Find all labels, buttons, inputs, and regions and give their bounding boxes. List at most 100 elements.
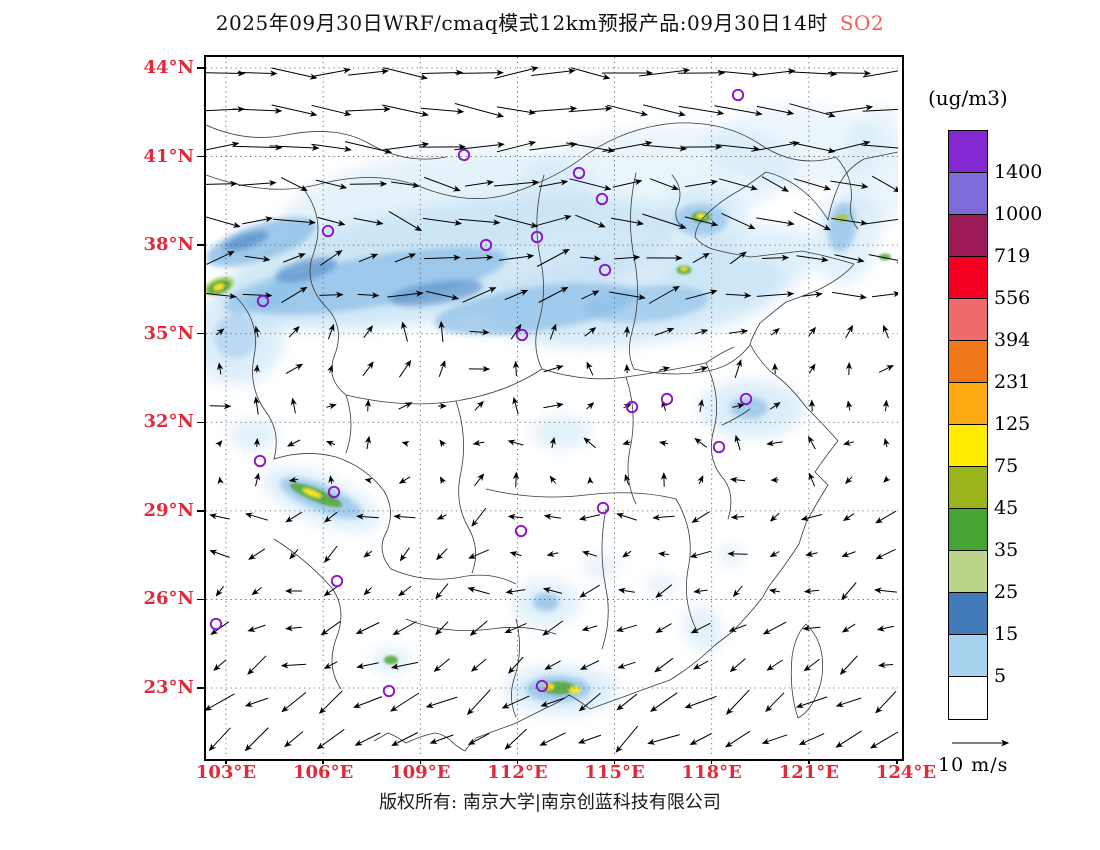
lon-label-118°E: 118°E (681, 762, 742, 783)
lat-label-35°N: 35°N (143, 322, 194, 344)
lat-tick (197, 155, 205, 158)
colorbar (948, 130, 988, 720)
colorbar-cell-9 (949, 509, 987, 551)
colorbar-level-1400: 1400 (994, 161, 1043, 183)
province-border-path-1 (790, 623, 824, 719)
wind-scale-label: 10 m/s (938, 754, 1009, 776)
city-marker-10 (660, 392, 674, 406)
colorbar-cell-12 (949, 635, 987, 677)
colorbar-level-35: 35 (994, 539, 1019, 561)
colorbar-cell-4 (949, 299, 987, 341)
province-border-path-13 (455, 400, 477, 574)
province-border-path-6 (671, 174, 683, 228)
province-border-path-11 (633, 344, 751, 375)
colorbar-level-25: 25 (994, 581, 1019, 603)
colorbar-level-75: 75 (994, 455, 1019, 477)
province-border-path-17 (390, 568, 517, 585)
lat-label-26°N: 26°N (143, 588, 194, 610)
city-marker-14 (253, 454, 267, 468)
lat-tick (197, 598, 205, 601)
city-marker-19 (209, 617, 223, 631)
title-text: 2025年09月30日WRF/cmaq模式12km预报产品:09月30日14时 (215, 11, 828, 35)
city-marker-0 (731, 88, 745, 102)
colorbar-level-125: 125 (994, 413, 1031, 435)
colorbar-cell-0 (949, 131, 987, 173)
province-border-path-14 (485, 488, 677, 500)
lon-label-121°E: 121°E (778, 762, 839, 783)
legend-units: (ug/m3) (928, 86, 1008, 110)
colorbar-cell-11 (949, 593, 987, 635)
colorbar-level-15: 15 (994, 623, 1019, 645)
wind-arrows-layer (206, 66, 898, 753)
colorbar-cell-13 (949, 677, 987, 719)
colorbar-cell-6 (949, 383, 987, 425)
colorbar-cell-10 (949, 551, 987, 593)
colorbar-cell-8 (949, 467, 987, 509)
colorbar-level-719: 719 (994, 245, 1031, 267)
province-border-path-20 (511, 618, 520, 718)
lat-tick (197, 333, 205, 335)
province-border-path-18 (405, 618, 557, 635)
city-marker-5 (530, 230, 544, 244)
wind-scale-arrow (952, 739, 1010, 747)
city-markers-layer (209, 88, 753, 698)
city-marker-13 (712, 440, 726, 454)
city-marker-20 (382, 684, 396, 698)
lon-label-109°E: 109°E (390, 762, 451, 783)
province-border-path-22 (721, 408, 751, 426)
lat-tick (197, 687, 205, 689)
province-border-path-16 (675, 498, 699, 634)
colorbar-cell-1 (949, 173, 987, 215)
colorbar-cell-5 (949, 341, 987, 383)
lat-tick (197, 244, 205, 246)
colorbar-level-45: 45 (994, 497, 1019, 519)
lat-label-38°N: 38°N (143, 234, 194, 256)
lat-tick (197, 421, 205, 423)
city-marker-4 (321, 224, 335, 238)
map-canvas (206, 57, 898, 755)
city-marker-11 (739, 392, 753, 406)
colorbar-level-394: 394 (994, 329, 1031, 351)
province-border-path-10 (541, 362, 707, 380)
province-border-path-21 (705, 362, 732, 520)
lat-tick (197, 67, 205, 69)
city-marker-12 (625, 400, 639, 414)
colorbar-cell-3 (949, 257, 987, 299)
province-border-path-9 (345, 368, 543, 405)
title-species: SO2 (839, 11, 885, 35)
page-title: 2025年09月30日WRF/cmaq模式12km预报产品:09月30日14时 S… (0, 7, 1100, 36)
colorbar-cell-7 (949, 425, 987, 467)
lat-label-29°N: 29°N (143, 499, 194, 521)
city-marker-7 (598, 263, 612, 277)
province-border-path-3 (206, 124, 447, 160)
colorbar-cell-2 (949, 215, 987, 257)
city-marker-2 (572, 166, 586, 180)
forecast-map (204, 55, 904, 761)
lon-label-106°E: 106°E (292, 762, 354, 783)
province-border-path-12 (273, 453, 392, 570)
province-border-path-2 (206, 122, 859, 230)
province-border-path-23 (625, 376, 637, 505)
province-border-path-4 (535, 174, 545, 370)
province-border-path-15 (601, 508, 609, 650)
city-marker-3 (595, 192, 609, 206)
lon-label-115°E: 115°E (584, 762, 645, 783)
colorbar-level-5: 5 (994, 665, 1007, 687)
copyright-footer: 版权所有: 南京大学|南京创蓝科技有限公司 (379, 792, 721, 813)
province-border-path-25 (705, 346, 735, 364)
lon-label-112°E: 112°E (487, 762, 548, 783)
colorbar-level-556: 556 (994, 287, 1031, 309)
lon-label-124°E: 124°E (875, 762, 937, 783)
city-marker-18 (330, 574, 344, 588)
city-marker-6 (479, 238, 493, 252)
lat-label-32°N: 32°N (143, 411, 194, 433)
lat-label-41°N: 41°N (143, 145, 194, 167)
province-border-path-19 (273, 538, 342, 690)
lat-label-23°N: 23°N (143, 677, 194, 699)
city-marker-1 (457, 148, 471, 162)
city-marker-21 (535, 679, 549, 693)
city-marker-15 (327, 485, 341, 499)
lon-label-103°E: 103°E (195, 762, 257, 783)
lat-tick (197, 510, 205, 512)
city-marker-16 (596, 501, 610, 515)
